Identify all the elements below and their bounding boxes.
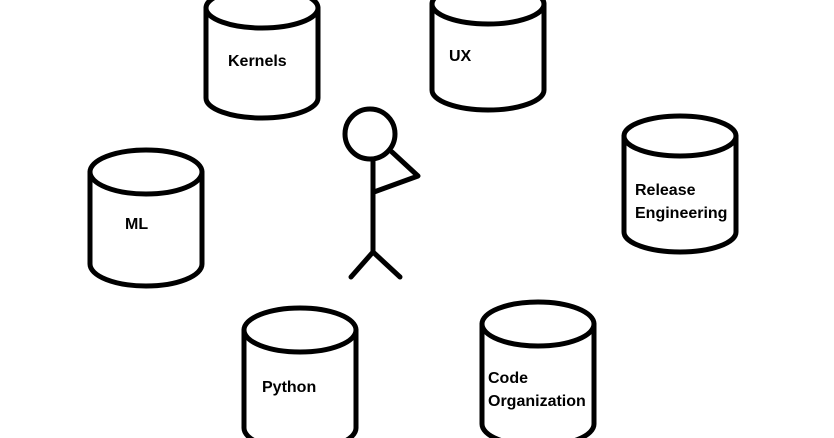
python-cylinder-body (241, 327, 359, 438)
kernels-cylinder-body (203, 5, 321, 121)
code-organization-cylinder-body (479, 321, 597, 438)
release-engineering-cylinder-top (621, 113, 739, 159)
release-engineering-label: Release Engineering (635, 179, 727, 225)
ux-label: UX (449, 45, 471, 68)
ml-label-line: ML (125, 216, 149, 233)
stick-figure-right-leg (370, 249, 403, 280)
ux-label-line: UX (449, 48, 472, 65)
stick-figure-left-leg (348, 249, 376, 280)
ux-cylinder-body (429, 1, 547, 113)
python-cylinder (241, 305, 359, 438)
ml-cylinder-body (87, 169, 205, 289)
code-organization-label: Code Organization (488, 367, 586, 413)
ml-label: ML (125, 213, 148, 236)
python-label: Python (262, 376, 316, 399)
kernels-label: Kernels (228, 50, 287, 73)
kernels-cylinder (203, 0, 321, 121)
ux-cylinder-top (429, 0, 547, 27)
stick-figure-head (342, 106, 398, 162)
stick-figure-arm (371, 149, 421, 195)
ml-cylinder-top (87, 147, 205, 197)
release-engineering-label-line-1: Release (635, 182, 696, 199)
code-organization-label-line-2: Organization (488, 393, 586, 410)
stick-figure (342, 106, 421, 280)
code-organization-label-line-1: Code (488, 370, 528, 387)
python-label-line: Python (262, 379, 317, 396)
ux-cylinder (429, 0, 547, 113)
kernels-cylinder-top (203, 0, 321, 31)
code-organization-cylinder (479, 299, 597, 438)
release-engineering-label-line-2: Engineering (635, 205, 728, 222)
ml-cylinder (87, 147, 205, 289)
release-engineering-cylinder-body (621, 133, 739, 255)
code-organization-cylinder-top (479, 299, 597, 349)
python-cylinder-top (241, 305, 359, 355)
kernels-label-line: Kernels (228, 53, 287, 70)
release-engineering-cylinder (621, 113, 739, 255)
